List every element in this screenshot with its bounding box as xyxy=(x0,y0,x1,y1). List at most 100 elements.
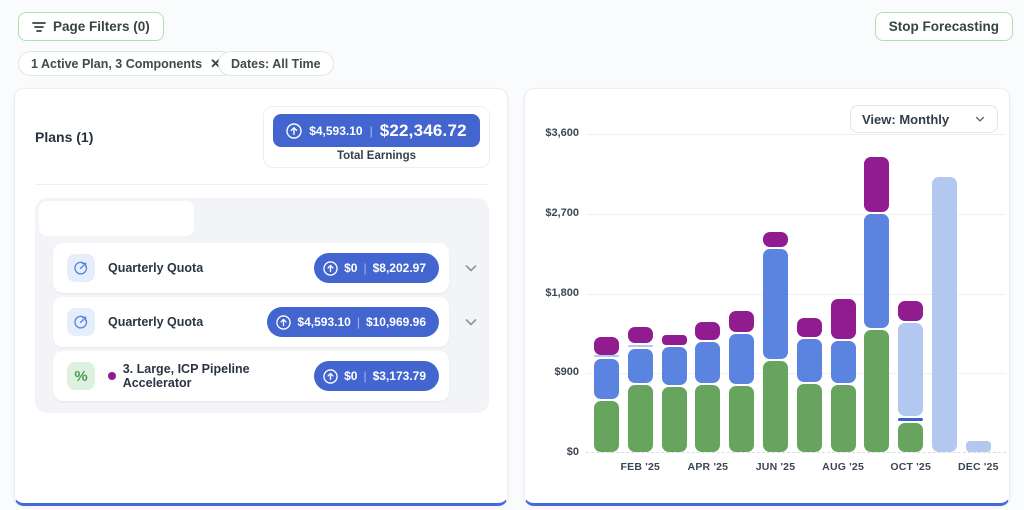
stop-forecasting-button[interactable]: Stop Forecasting xyxy=(874,12,1013,41)
bar-segment-blue xyxy=(627,348,653,383)
total-delta: $4,593.10 xyxy=(309,123,363,138)
bar-segment-green xyxy=(695,384,721,452)
plan-components-section: Quarterly Quota $0 | $8,202.97 Quarterly… xyxy=(35,198,489,413)
bar-segment-green xyxy=(661,386,687,452)
view-monthly-dropdown[interactable]: View: Monthly xyxy=(850,105,998,133)
component-amount: $8,202.97 xyxy=(372,261,426,275)
page-filters-button[interactable]: Page Filters (0) xyxy=(18,12,164,41)
bar-segment-lightblue xyxy=(932,176,957,452)
total-earnings-box: $4,593.10 | $22,346.72 Total Earnings xyxy=(263,106,490,168)
plans-panel: Plans (1) $4,593.10 | $22,346.72 Total E… xyxy=(14,88,508,506)
filter-chip-dates[interactable]: Dates: All Time xyxy=(218,51,334,76)
component-amount: $3,173.79 xyxy=(372,369,426,383)
up-arrow-circle-icon xyxy=(323,260,338,276)
y-tick-label: $1,800 xyxy=(545,286,579,299)
y-tick-label: $0 xyxy=(566,446,579,458)
percent-icon: % xyxy=(67,362,95,390)
chart-bar[interactable] xyxy=(898,134,924,452)
component-amount: $10,969.96 xyxy=(365,315,426,329)
bar-segment-green xyxy=(763,360,788,452)
bar-segment-purple xyxy=(898,300,924,321)
component-delta: $0 xyxy=(344,369,358,383)
chart-y-axis: $0 $900 $1,800 $2,700 $3,600 xyxy=(525,127,579,458)
component-row-pipeline-accelerator[interactable]: % 3. Large, ICP Pipeline Accelerator $0 … xyxy=(53,351,449,401)
up-arrow-circle-icon xyxy=(286,122,302,139)
bar-segment-purple xyxy=(695,321,721,340)
x-tick-label: DEC '25 xyxy=(957,461,999,473)
bar-segment-green xyxy=(830,384,856,452)
stop-forecasting-label: Stop Forecasting xyxy=(888,19,999,34)
earnings-chart-panel: View: Monthly $0 $900 $1,800 $2,700 $3,600 F… xyxy=(524,88,1010,506)
x-tick-label: FEB '25 xyxy=(620,461,661,473)
total-amount: $22,346.72 xyxy=(379,120,467,140)
close-icon[interactable]: ✕ xyxy=(210,56,222,71)
y-tick-label: $900 xyxy=(554,366,579,379)
chevron-down-icon[interactable] xyxy=(463,260,479,276)
bar-segment-blue xyxy=(661,346,687,385)
chart-bar[interactable] xyxy=(594,134,619,452)
bar-segment-blue xyxy=(594,358,619,399)
chart-bar[interactable] xyxy=(627,134,653,452)
chart-bar[interactable] xyxy=(932,134,957,452)
chart-bar[interactable] xyxy=(864,134,890,452)
chart-plot xyxy=(586,134,1006,453)
page-filters-label: Page Filters (0) xyxy=(53,19,150,34)
component-delta: $4,593.10 xyxy=(297,315,351,329)
up-arrow-circle-icon xyxy=(276,314,292,330)
bar-segment-blue xyxy=(729,333,755,384)
bar-segment-purple xyxy=(796,317,822,337)
bar-segment-green xyxy=(594,400,619,452)
component-earnings-pill: $0 | $8,202.97 xyxy=(314,253,439,283)
bar-segment-green xyxy=(627,384,653,452)
bar-segment-lightblue xyxy=(898,322,924,417)
chevron-down-icon[interactable] xyxy=(463,314,479,330)
bar-segment-lightblue xyxy=(627,344,653,347)
bar-segment-blue xyxy=(763,248,788,359)
gridline xyxy=(586,134,1006,135)
bar-segment-purple xyxy=(594,336,619,355)
chevron-down-icon xyxy=(974,113,986,125)
total-earnings-caption: Total Earnings xyxy=(336,150,417,162)
chart-bar[interactable] xyxy=(965,134,991,452)
total-earnings-pill: $4,593.10 | $22,346.72 xyxy=(273,114,480,147)
plans-title: Plans (1) xyxy=(35,129,94,145)
plan-name-placeholder xyxy=(39,201,194,236)
x-tick-label: JUN '25 xyxy=(755,461,796,473)
up-arrow-circle-icon xyxy=(323,368,338,384)
divider: | xyxy=(363,261,367,275)
chart-bar[interactable] xyxy=(796,134,822,452)
chart-bar[interactable] xyxy=(695,134,721,452)
chart-bar[interactable] xyxy=(830,134,856,452)
chart-bar[interactable] xyxy=(729,134,755,452)
chart-bar[interactable] xyxy=(763,134,788,452)
filter-chip-active-plan[interactable]: 1 Active Plan, 3 Components ✕ xyxy=(18,51,235,76)
component-row-quarterly-quota-2[interactable]: Quarterly Quota $4,593.10 | $10,969.96 xyxy=(53,297,449,347)
bar-segment-lightblue xyxy=(965,441,991,452)
bar-segment-purple xyxy=(864,156,890,212)
component-earnings-pill: $0 | $3,173.79 xyxy=(314,361,439,391)
chip-label: Dates: All Time xyxy=(231,56,321,71)
bar-segment-green xyxy=(864,329,890,452)
gridline xyxy=(586,213,1006,215)
bar-segment-blue xyxy=(864,213,890,328)
quota-target-icon xyxy=(67,254,95,282)
bar-segment-blue xyxy=(695,341,721,383)
component-name: Quarterly Quota xyxy=(108,315,204,329)
divider-line xyxy=(35,184,487,185)
bar-segment-purple xyxy=(763,232,788,247)
bar-segment-lightblue xyxy=(594,354,619,357)
chart-x-axis: FEB '25 APR '25 JUN '25 AUG '25 OCT '25 DEC '… xyxy=(586,461,1006,481)
chart-bar[interactable] xyxy=(661,134,687,452)
x-tick-label: APR '25 xyxy=(687,461,729,473)
bar-segment-green xyxy=(796,384,822,452)
divider: | xyxy=(369,123,373,138)
view-dropdown-label: View: Monthly xyxy=(862,111,950,127)
y-tick-label: $2,700 xyxy=(545,206,579,219)
component-row-quarterly-quota-1[interactable]: Quarterly Quota $0 | $8,202.97 xyxy=(53,243,449,293)
chip-label: 1 Active Plan, 3 Components xyxy=(31,56,203,71)
bar-segment-blue xyxy=(796,338,822,382)
component-name: 3. Large, ICP Pipeline Accelerator xyxy=(122,362,250,390)
y-tick-label: $3,600 xyxy=(545,127,579,139)
divider: | xyxy=(356,315,360,329)
bar-segment-blue xyxy=(830,340,856,383)
